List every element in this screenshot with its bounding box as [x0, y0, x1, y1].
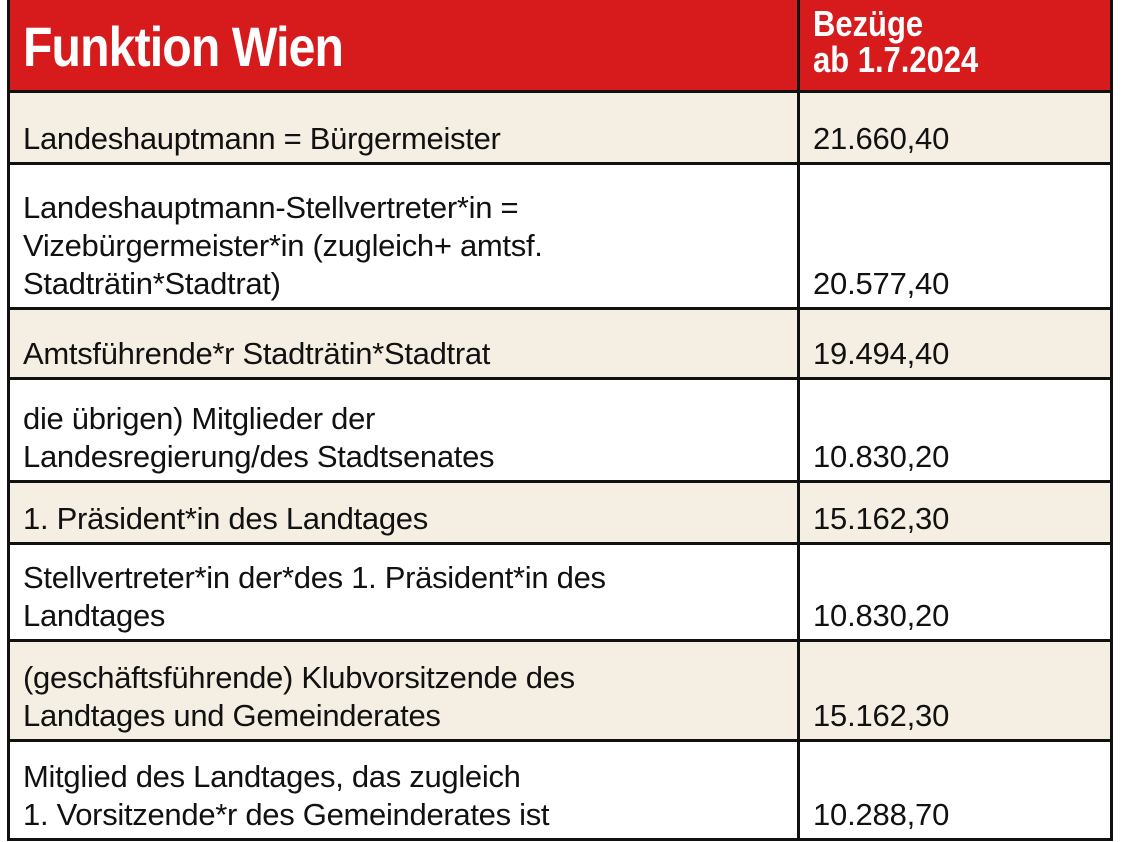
function-cell: Landeshauptmann = Bürgermeister	[10, 93, 800, 162]
amount-value: 21.660,40	[813, 121, 950, 156]
table-row: 1. Präsident*in des Landtages 15.162,30	[10, 483, 1110, 545]
function-text: Amtsführende*r Stadträtin*Stadtrat	[23, 336, 491, 371]
amount-value: 15.162,30	[813, 698, 950, 733]
table-row: Amtsführende*r Stadträtin*Stadtrat 19.49…	[10, 310, 1110, 380]
function-text: (geschäftsführende) Klubvorsitzende des …	[23, 660, 575, 733]
amount-heading-line1: Bezüge	[813, 3, 924, 44]
table-row: die übrigen) Mitglieder der Landesregier…	[10, 380, 1110, 483]
amount-value: 10.830,20	[813, 439, 950, 474]
amount-value: 10.288,70	[813, 797, 950, 832]
table-row: (geschäftsführende) Klubvorsitzende des …	[10, 642, 1110, 742]
amount-cell: 10.288,70	[800, 742, 1110, 838]
function-cell: Mitglied des Landtages, das zugleich 1. …	[10, 742, 800, 838]
function-cell: (geschäftsführende) Klubvorsitzende des …	[10, 642, 800, 739]
amount-cell: 21.660,40	[800, 93, 1110, 162]
function-cell: Landeshauptmann-Stellvertreter*in = Vize…	[10, 165, 800, 307]
amount-cell: 10.830,20	[800, 380, 1110, 480]
table-row: Stellvertreter*in der*des 1. Präsident*i…	[10, 545, 1110, 642]
amount-value: 19.494,40	[813, 336, 950, 371]
table-header: Funktion Wien Bezüge ab 1.7.2024	[10, 0, 1110, 93]
function-text: Landeshauptmann = Bürgermeister	[23, 121, 501, 156]
function-text: die übrigen) Mitglieder der Landesregier…	[23, 401, 495, 474]
amount-cell: 10.830,20	[800, 545, 1110, 639]
amount-cell: 15.162,30	[800, 642, 1110, 739]
amount-cell: 19.494,40	[800, 310, 1110, 377]
header-cell-function: Funktion Wien	[10, 0, 800, 90]
amount-column-heading: Bezüge ab 1.7.2024	[813, 6, 978, 78]
function-text: Stellvertreter*in der*des 1. Präsident*i…	[23, 560, 606, 633]
table-row: Landeshauptmann = Bürgermeister 21.660,4…	[10, 93, 1110, 165]
function-cell: Stellvertreter*in der*des 1. Präsident*i…	[10, 545, 800, 639]
amount-cell: 15.162,30	[800, 483, 1110, 542]
header-cell-amount: Bezüge ab 1.7.2024	[800, 0, 1110, 90]
table-row: Mitglied des Landtages, das zugleich 1. …	[10, 742, 1110, 838]
function-text: 1. Präsident*in des Landtages	[23, 501, 428, 536]
function-text: Landeshauptmann-Stellvertreter*in = Vize…	[23, 190, 543, 301]
amount-value: 20.577,40	[813, 266, 950, 301]
function-cell: 1. Präsident*in des Landtages	[10, 483, 800, 542]
amount-cell: 20.577,40	[800, 165, 1110, 307]
function-text: Mitglied des Landtages, das zugleich 1. …	[23, 759, 550, 832]
amount-value: 15.162,30	[813, 501, 950, 536]
table-title: Funktion Wien	[23, 15, 344, 78]
table-row: Landeshauptmann-Stellvertreter*in = Vize…	[10, 165, 1110, 310]
salary-table: Funktion Wien Bezüge ab 1.7.2024 Landesh…	[7, 0, 1113, 841]
amount-heading-line2: ab 1.7.2024	[813, 39, 979, 80]
function-cell: Amtsführende*r Stadträtin*Stadtrat	[10, 310, 800, 377]
function-cell: die übrigen) Mitglieder der Landesregier…	[10, 380, 800, 480]
amount-value: 10.830,20	[813, 598, 950, 633]
